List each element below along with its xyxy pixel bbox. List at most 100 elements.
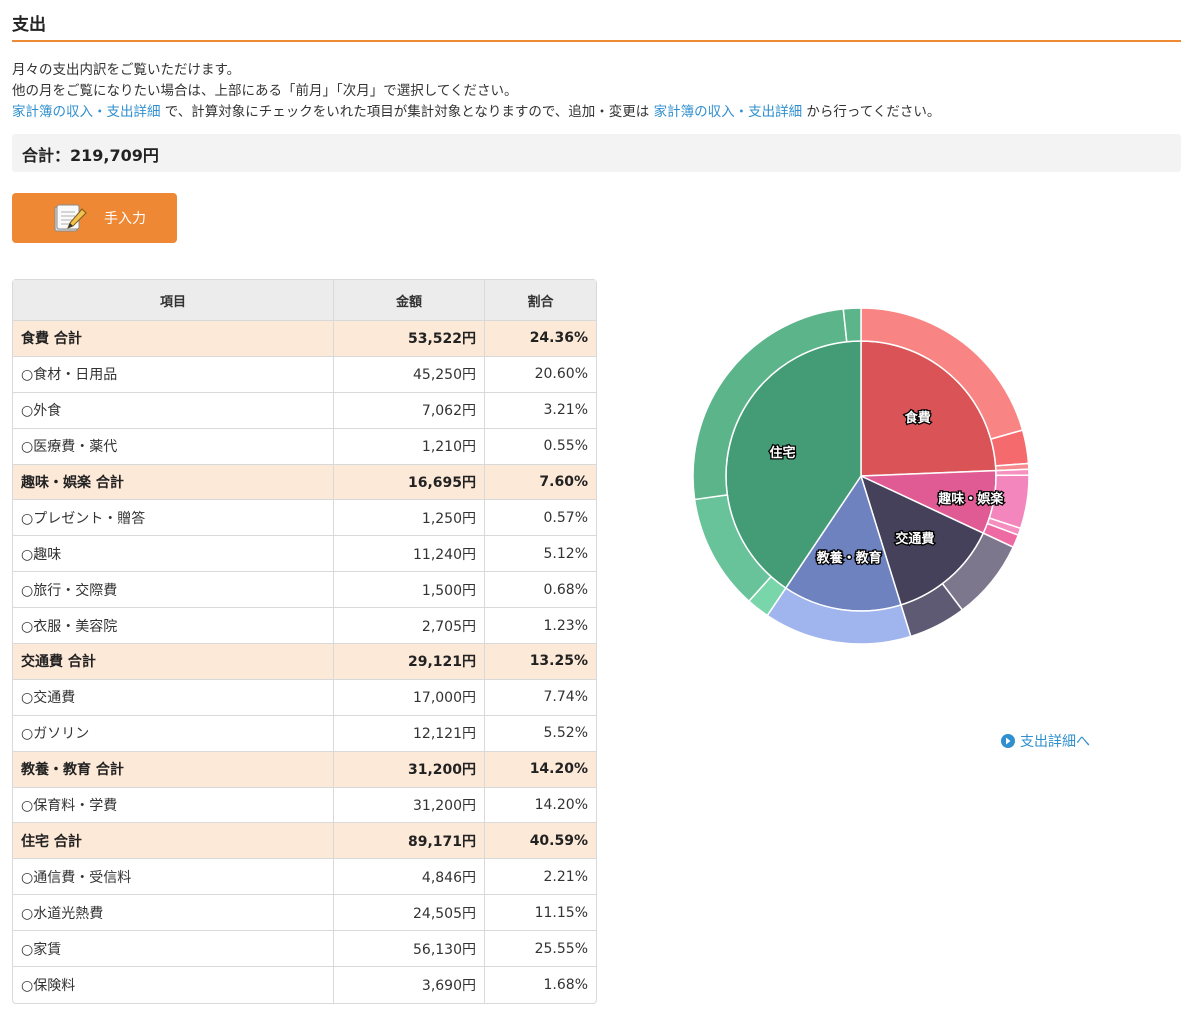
table-row: ○保育料・学費 31,200円 14.20% <box>13 787 596 824</box>
pie-label-2: 交通費 <box>895 531 934 547</box>
table-row: ○衣服・美容院 2,705円 1.23% <box>13 608 596 645</box>
description-line-3-middle: で、計算対象にチェックをいれた項目が集計対象となりますので、追加・変更は <box>160 104 654 120</box>
table-row: ○水道光熱費 24,505円 11.15% <box>13 895 596 932</box>
cell-item-name: ○趣味 <box>13 536 334 573</box>
cell-item-name: 交通費 合計 <box>13 644 334 680</box>
cell-ratio: 20.60% <box>485 357 596 393</box>
table-group-row: 交通費 合計 29,121円 13.25% <box>13 644 596 680</box>
cell-item-name: 住宅 合計 <box>13 823 334 860</box>
notepad-pencil-icon <box>52 203 88 233</box>
cell-amount: 16,695円 <box>334 464 485 501</box>
cell-amount: 24,505円 <box>334 895 485 932</box>
pie-label-0: 食費 <box>905 410 931 426</box>
table-row: ○通信費・受信料 4,846円 2.21% <box>13 859 596 896</box>
table-row: ○プレゼント・贈答 1,250円 0.57% <box>13 500 596 537</box>
manual-input-button[interactable]: 手入力 <box>12 193 177 243</box>
description-line-3-end: から行ってください。 <box>802 104 941 120</box>
cell-item-name: 食費 合計 <box>13 321 334 357</box>
page-description: 月々の支出内訳をご覧いただけます。 他の月をご覧になりたい場合は、上部にある「前… <box>12 60 940 123</box>
cell-item-name: ○保育料・学費 <box>13 787 334 824</box>
cell-ratio: 5.12% <box>485 536 596 573</box>
table-row: ○趣味 11,240円 5.12% <box>13 536 596 573</box>
pie-label-4: 住宅 <box>770 445 796 461</box>
cell-amount: 89,171円 <box>334 823 485 860</box>
cell-amount: 2,705円 <box>334 608 485 645</box>
cell-ratio: 7.60% <box>485 464 596 501</box>
table-row: ○外食 7,062円 3.21% <box>13 392 596 429</box>
cell-ratio: 7.74% <box>485 680 596 716</box>
cell-ratio: 25.55% <box>485 931 596 968</box>
table-header-row: 項目 金額 割合 <box>13 280 596 321</box>
cell-item-name: ○交通費 <box>13 679 334 716</box>
total-summary: 合計：219,709円 <box>12 134 1181 172</box>
cell-amount: 4,846円 <box>334 859 485 896</box>
cell-ratio: 3.21% <box>485 393 596 429</box>
circle-arrow-right-icon <box>1001 734 1015 748</box>
cell-item-name: ○通信費・受信料 <box>13 859 334 896</box>
cell-ratio: 0.68% <box>485 572 596 609</box>
expense-pie-chart: 食費趣味・娯楽交通費 教養・教育 住宅 <box>690 305 1032 647</box>
table-row: ○医療費・薬代 1,210円 0.55% <box>13 428 596 465</box>
description-line-3: 家計簿の収入・支出詳細 で、計算対象にチェックをいれた項目が集計対象となりますの… <box>12 102 940 123</box>
cell-item-name: ○ガソリン <box>13 715 334 752</box>
total-amount: 合計：219,709円 <box>22 146 159 165</box>
cell-item-name: ○医療費・薬代 <box>13 428 334 465</box>
cell-ratio: 14.20% <box>485 751 596 788</box>
table-group-row: 食費 合計 53,522円 24.36% <box>13 321 596 357</box>
cell-amount: 7,062円 <box>334 392 485 429</box>
page-title: 支出 <box>12 15 46 35</box>
cell-amount: 53,522円 <box>334 321 485 357</box>
cell-amount: 1,250円 <box>334 500 485 537</box>
cell-ratio: 13.25% <box>485 644 596 680</box>
cell-ratio: 40.59% <box>485 823 596 860</box>
manual-input-label: 手入力 <box>104 211 146 227</box>
cell-ratio: 24.36% <box>485 321 596 357</box>
cell-ratio: 1.68% <box>543 976 588 993</box>
cell-item-name: 教養・教育 合計 <box>13 751 334 788</box>
pie-outer-slice-1-0 <box>995 468 1030 477</box>
table-group-row: 教養・教育 合計 31,200円 14.20% <box>13 751 596 788</box>
cell-item-name: ○プレゼント・贈答 <box>13 500 334 537</box>
description-line-1: 月々の支出内訳をご覧いただけます。 <box>12 62 241 78</box>
cell-amount: 3,690円 <box>334 967 485 1003</box>
cell-amount: 56,130円 <box>334 931 485 968</box>
pie-label-3: 教養・教育 <box>816 550 882 566</box>
household-detail-link-2[interactable]: 家計簿の収入・支出詳細 <box>653 104 803 120</box>
pie-outer-slice-4-3 <box>842 307 862 343</box>
cell-item-name: ○食材・日用品 <box>13 356 334 393</box>
pie-label-1: 趣味・娯楽 <box>937 491 1004 507</box>
cell-item-name: ○保険料 <box>13 967 334 1003</box>
cell-amount: 45,250円 <box>334 356 485 393</box>
household-detail-link[interactable]: 家計簿の収入・支出詳細 <box>12 104 161 120</box>
cell-ratio: 14.20% <box>485 788 596 824</box>
header-amount: 金額 <box>334 280 485 321</box>
expense-detail-label: 支出詳細へ <box>1020 734 1090 750</box>
table-row: ○食材・日用品 45,250円 20.60% <box>13 356 596 393</box>
cell-ratio: 1.23% <box>485 608 596 645</box>
cell-amount: 11,240円 <box>334 536 485 573</box>
header-ratio: 割合 <box>485 280 596 321</box>
cell-amount: 17,000円 <box>334 679 485 716</box>
table-row: ○交通費 17,000円 7.74% <box>13 679 596 716</box>
cell-item-name: 趣味・娯楽 合計 <box>13 464 334 501</box>
cell-ratio: 5.52% <box>485 716 596 752</box>
header-item: 項目 <box>13 280 334 321</box>
cell-item-name: ○外食 <box>13 392 334 429</box>
table-row: ○ガソリン 12,121円 5.52% <box>13 715 596 752</box>
cell-item-name: ○衣服・美容院 <box>13 608 334 645</box>
cell-amount: 31,200円 <box>334 787 485 824</box>
cell-amount: 1,210円 <box>334 428 485 465</box>
table-group-row: 住宅 合計 89,171円 40.59% <box>13 823 596 860</box>
cell-ratio: 0.57% <box>485 500 596 537</box>
cell-ratio: 11.15% <box>485 895 596 932</box>
cell-amount: 1,500円 <box>334 572 485 609</box>
table-group-row: 趣味・娯楽 合計 16,695円 7.60% <box>13 464 596 501</box>
cell-amount: 29,121円 <box>334 644 485 680</box>
expense-detail-link[interactable]: 支出詳細へ <box>1001 731 1090 751</box>
table-row: ○家賃 56,130円 25.55% <box>13 931 596 968</box>
cell-item-name: ○水道光熱費 <box>13 895 334 932</box>
title-divider <box>12 40 1181 42</box>
description-line-2: 他の月をご覧になりたい場合は、上部にある「前月」「次月」で選択してください。 <box>12 83 518 99</box>
cell-amount: 12,121円 <box>334 715 485 752</box>
cell-item-name: ○旅行・交際費 <box>13 572 334 609</box>
